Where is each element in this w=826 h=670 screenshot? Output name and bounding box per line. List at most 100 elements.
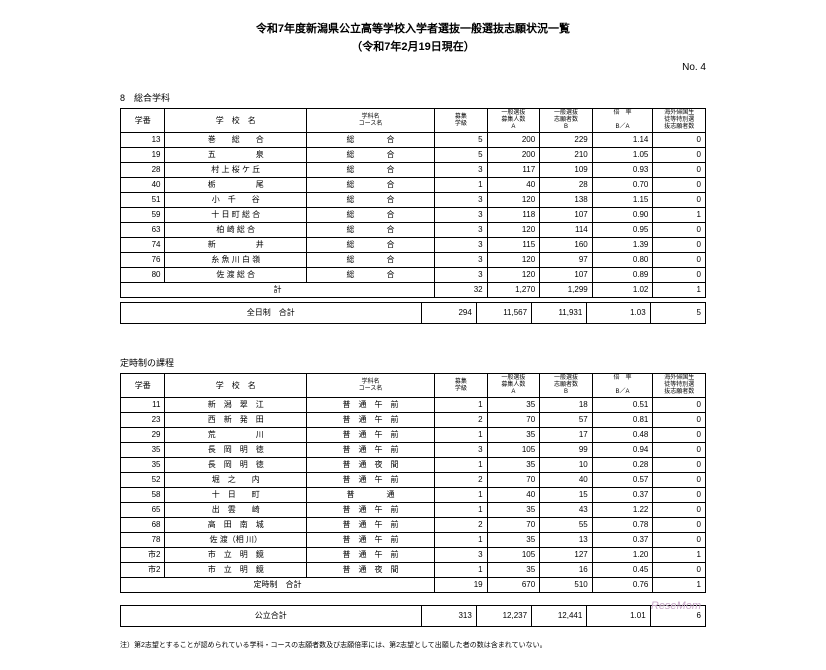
cell-c: 2	[435, 413, 488, 428]
public-label: 公立合計	[121, 606, 422, 627]
table-row: 58十 日 町普 通140150.370	[121, 488, 706, 503]
cell-b: 109	[540, 163, 593, 178]
cell-r: 0.37	[592, 488, 653, 503]
cell-school: 荒 川	[165, 428, 307, 443]
subtotal-a: 1,270	[487, 283, 540, 298]
public-total-table: 公立合計 313 12,237 12,441 1.01 6	[120, 605, 706, 627]
cell-c: 3	[435, 223, 488, 238]
cell-dept: 普 通 午 前	[307, 518, 435, 533]
hdr-num: 学番	[121, 109, 165, 133]
cell-school: 栃 尾	[165, 178, 307, 193]
cell-school: 新 井	[165, 238, 307, 253]
cell-r: 0.57	[592, 473, 653, 488]
hdr2-num: 学番	[121, 374, 165, 398]
subtotal-b: 510	[540, 578, 593, 593]
hdr2-capacity: 一般選抜募集人数A	[487, 374, 540, 398]
cell-dept: 普 通 午 前	[307, 533, 435, 548]
cell-dept: 普 通 午 前	[307, 473, 435, 488]
hdr-school: 学 校 名	[165, 109, 307, 133]
hdr-classes: 募集学級	[435, 109, 488, 133]
cell-a: 120	[487, 253, 540, 268]
subtotal-c: 19	[435, 578, 488, 593]
cell-r: 0.90	[592, 208, 653, 223]
cell-r: 1.39	[592, 238, 653, 253]
cell-dept: 総 合	[307, 253, 435, 268]
cell-num: 29	[121, 428, 165, 443]
table-row: 35長 岡 明 徳普 通 夜 間135100.280	[121, 458, 706, 473]
table-row: 80佐 渡 総 合総 合31201070.890	[121, 268, 706, 283]
cell-a: 120	[487, 193, 540, 208]
fulltime-total-table: 全日制 合計 294 11,567 11,931 1.03 5	[120, 302, 706, 324]
cell-o: 0	[653, 503, 706, 518]
cell-a: 40	[487, 178, 540, 193]
cell-b: 13	[540, 533, 593, 548]
public-b: 12,441	[532, 606, 587, 627]
hdr2-ratio: 倍 率B／A	[592, 374, 653, 398]
cell-c: 1	[435, 563, 488, 578]
cell-num: 52	[121, 473, 165, 488]
cell-dept: 総 合	[307, 238, 435, 253]
cell-school: 糸 魚 川 白 嶺	[165, 253, 307, 268]
cell-dept: 普 通 午 前	[307, 413, 435, 428]
hdr2-dept: 学科名コース名	[307, 374, 435, 398]
cell-a: 35	[487, 533, 540, 548]
cell-num: 市2	[121, 548, 165, 563]
section2-label: 定時制の課程	[120, 356, 706, 369]
cell-num: 35	[121, 443, 165, 458]
cell-b: 210	[540, 148, 593, 163]
cell-o: 0	[653, 413, 706, 428]
cell-dept: 総 合	[307, 163, 435, 178]
cell-c: 1	[435, 533, 488, 548]
cell-b: 28	[540, 178, 593, 193]
cell-c: 1	[435, 488, 488, 503]
cell-dept: 総 合	[307, 133, 435, 148]
cell-a: 70	[487, 413, 540, 428]
cell-b: 99	[540, 443, 593, 458]
cell-b: 97	[540, 253, 593, 268]
cell-school: 村 上 桜 ケ 丘	[165, 163, 307, 178]
public-r: 1.01	[587, 606, 650, 627]
cell-c: 1	[435, 428, 488, 443]
cell-a: 118	[487, 208, 540, 223]
cell-r: 1.14	[592, 133, 653, 148]
cell-r: 0.89	[592, 268, 653, 283]
cell-school: 高 田 南 城	[165, 518, 307, 533]
cell-b: 160	[540, 238, 593, 253]
cell-num: 65	[121, 503, 165, 518]
cell-o: 0	[653, 223, 706, 238]
cell-c: 1	[435, 398, 488, 413]
cell-r: 0.95	[592, 223, 653, 238]
cell-b: 138	[540, 193, 593, 208]
cell-b: 43	[540, 503, 593, 518]
subtotal-r: 0.76	[592, 578, 653, 593]
cell-dept: 総 合	[307, 193, 435, 208]
doc-title: 令和7年度新潟県公立高等学校入学者選抜一般選抜志願状況一覧	[120, 20, 706, 36]
cell-b: 10	[540, 458, 593, 473]
cell-o: 0	[653, 533, 706, 548]
cell-a: 35	[487, 458, 540, 473]
cell-num: 23	[121, 413, 165, 428]
table-row: 35長 岡 明 徳普 通 午 前3105990.940	[121, 443, 706, 458]
cell-dept: 普 通 夜 間	[307, 563, 435, 578]
cell-o: 0	[653, 563, 706, 578]
cell-c: 5	[435, 133, 488, 148]
cell-school: 巻 総 合	[165, 133, 307, 148]
cell-num: 68	[121, 518, 165, 533]
table-row: 68高 田 南 城普 通 午 前270550.780	[121, 518, 706, 533]
fulltime-label: 全日制 合計	[121, 303, 422, 324]
cell-a: 105	[487, 548, 540, 563]
cell-num: 59	[121, 208, 165, 223]
cell-o: 0	[653, 148, 706, 163]
cell-b: 57	[540, 413, 593, 428]
table-row: 51小 千 谷総 合31201381.150	[121, 193, 706, 208]
table-row: 19五 泉総 合52002101.050	[121, 148, 706, 163]
watermark: ReseMom	[651, 600, 701, 612]
cell-num: 78	[121, 533, 165, 548]
cell-school: 市 立 明 鏡	[165, 548, 307, 563]
cell-c: 3	[435, 443, 488, 458]
cell-a: 35	[487, 428, 540, 443]
cell-dept: 普 通 午 前	[307, 548, 435, 563]
cell-o: 1	[653, 208, 706, 223]
cell-o: 0	[653, 133, 706, 148]
cell-b: 114	[540, 223, 593, 238]
